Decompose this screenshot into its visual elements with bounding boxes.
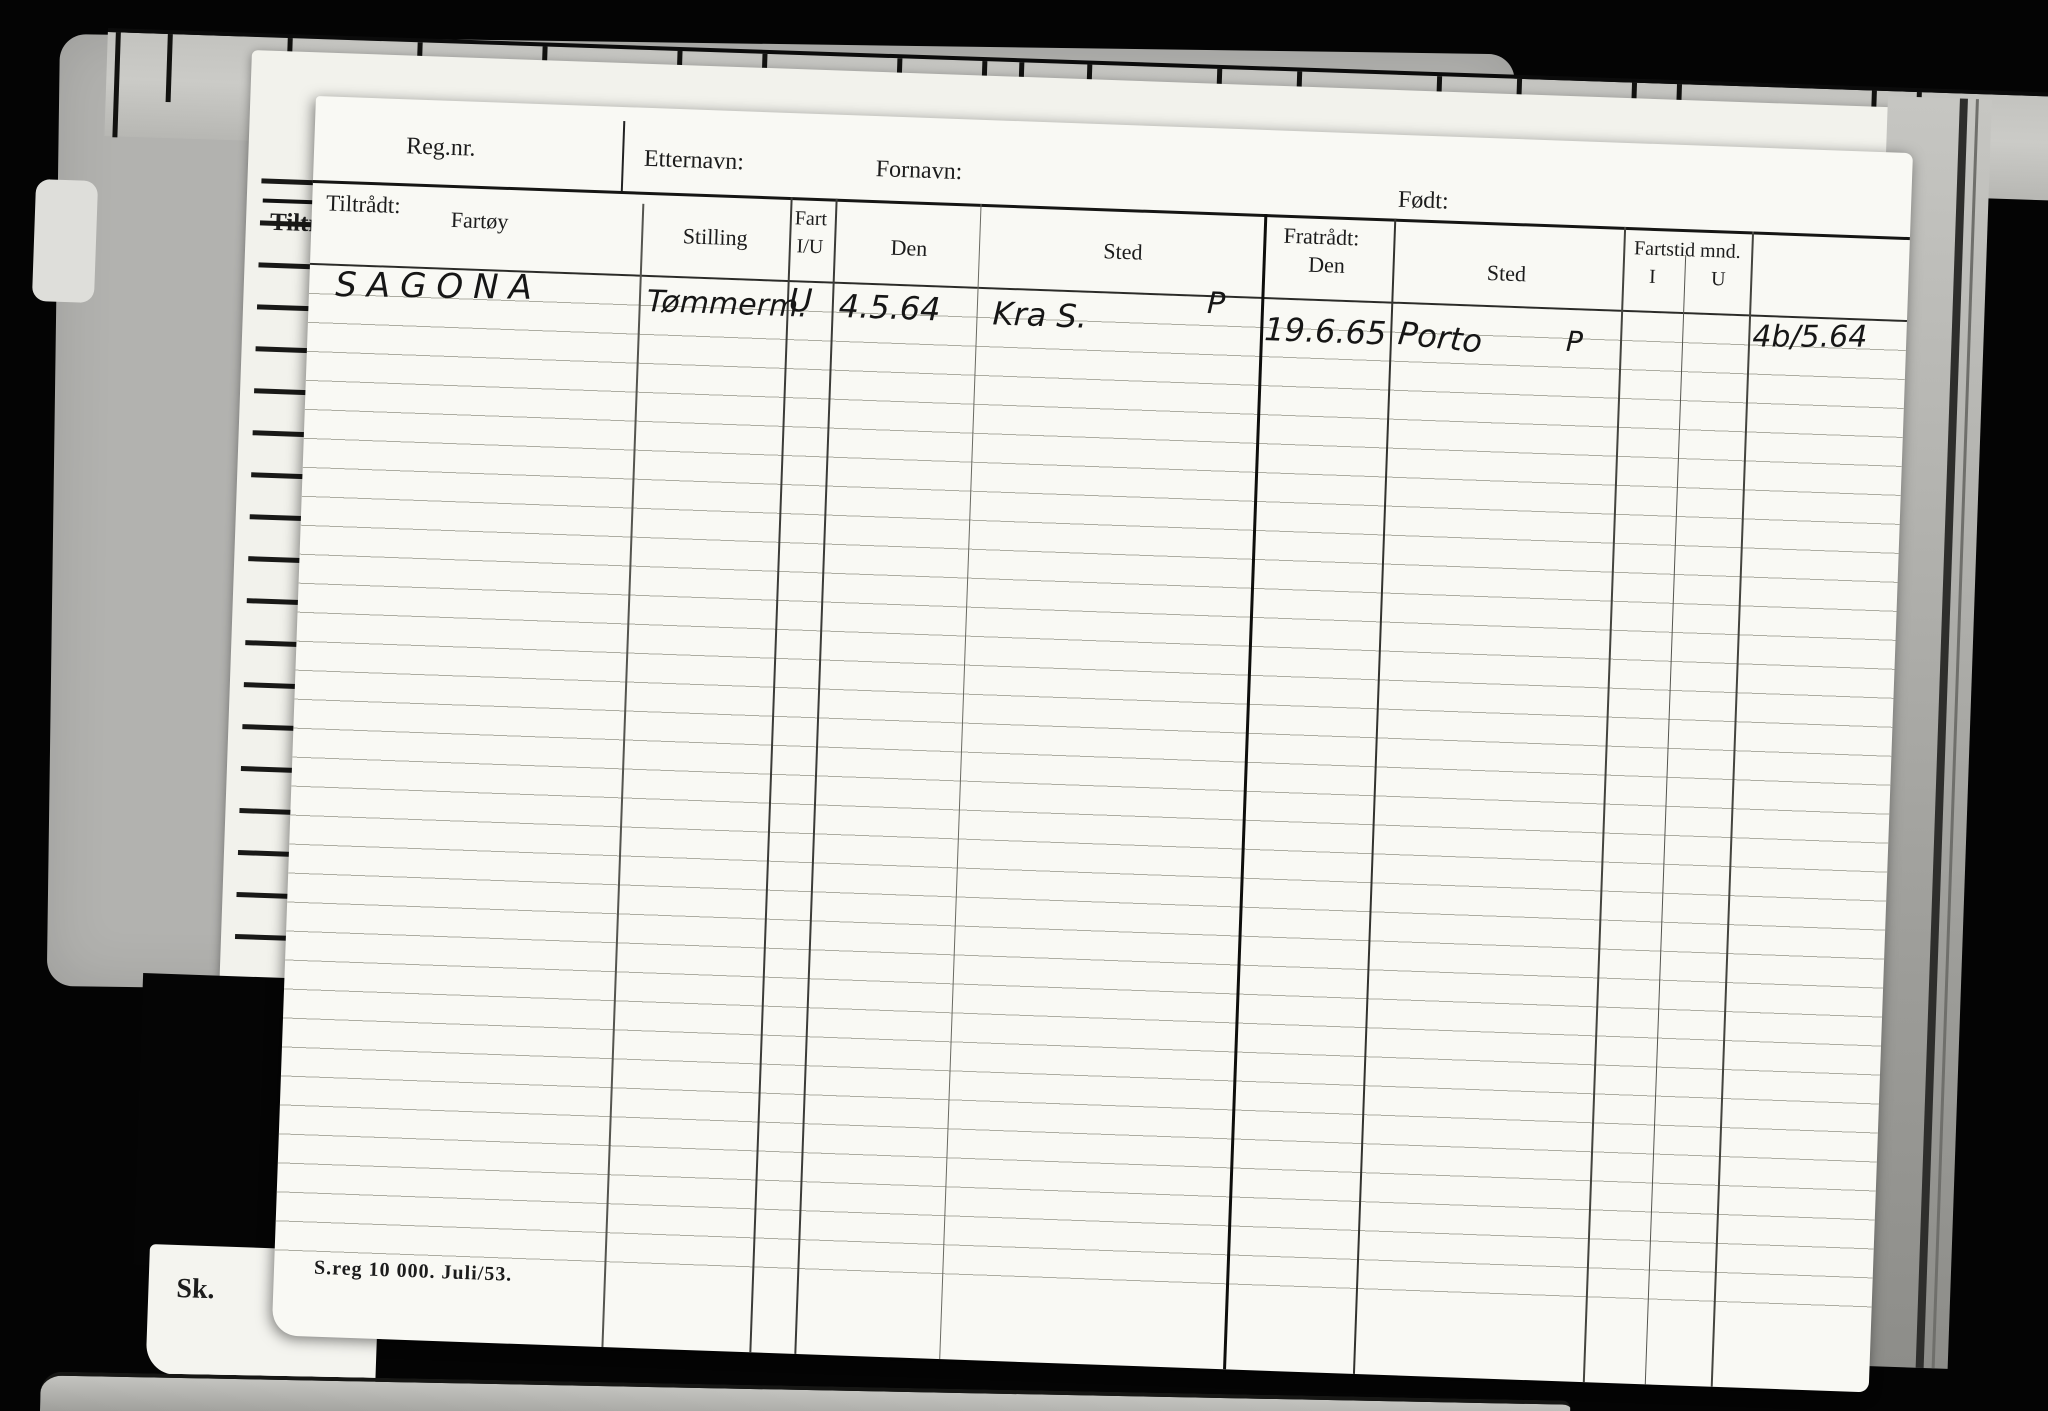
column-header-fratradt: Fratrådt: <box>1283 222 1360 251</box>
card-edge-line <box>1915 98 1968 1369</box>
fodt-label: Født: <box>1397 186 1450 215</box>
column-tick-mark <box>112 32 121 138</box>
corner-partial-label: Sk. <box>175 1272 216 1306</box>
column-header-fartstid-u: U <box>1710 268 1726 291</box>
column-header-sted: Sted <box>1102 238 1143 265</box>
record-sted-mark: P <box>1206 286 1226 322</box>
fornavn-label: Fornavn: <box>875 156 963 186</box>
etternavn-label: Etternavn: <box>643 145 745 176</box>
record-fratradt-sted-mark: P <box>1565 324 1584 359</box>
bottom-card-edge <box>39 1371 1571 1411</box>
column-header-fratradt-den: Den <box>1307 251 1346 278</box>
field-divider <box>620 121 626 192</box>
record-fart-value: U <box>788 281 814 320</box>
column-header-stilling: Stilling <box>682 223 749 251</box>
column-header-fratradt-sted: Sted <box>1486 260 1527 287</box>
tiltradt-label: Tiltrådt: <box>325 190 402 219</box>
record-den-value: 4.5.64 <box>838 286 942 329</box>
column-header-fart-iu: I/U <box>796 235 824 259</box>
column-header-fartstid: Fartstid mnd. <box>1633 237 1742 264</box>
column-header-den: Den <box>890 234 928 261</box>
record-fartoy-value: SAGONA <box>334 264 543 309</box>
record-sted-value: Kra S. <box>991 294 1088 336</box>
band-separator-line <box>312 179 1910 241</box>
record-stilling-value: Tømmerm. <box>646 283 809 325</box>
column-header-fartstid-i: I <box>1648 265 1657 289</box>
card-corner-tab <box>31 178 99 304</box>
record-fartstid-note: 4b/5.64 <box>1752 319 1868 355</box>
reg-nr-label: Reg.nr. <box>405 133 477 162</box>
column-header-fartoy: Fartøy <box>450 206 509 234</box>
row-rule-lines <box>274 264 1907 1312</box>
seafarer-registry-card: Reg.nr. Etternavn: Fornavn: Født: Tiltrå… <box>271 96 1913 1393</box>
column-header-fart: Fart <box>794 207 828 231</box>
column-tick-mark <box>165 33 173 103</box>
record-fratradt-den-value: 19.6.65 <box>1263 310 1388 353</box>
